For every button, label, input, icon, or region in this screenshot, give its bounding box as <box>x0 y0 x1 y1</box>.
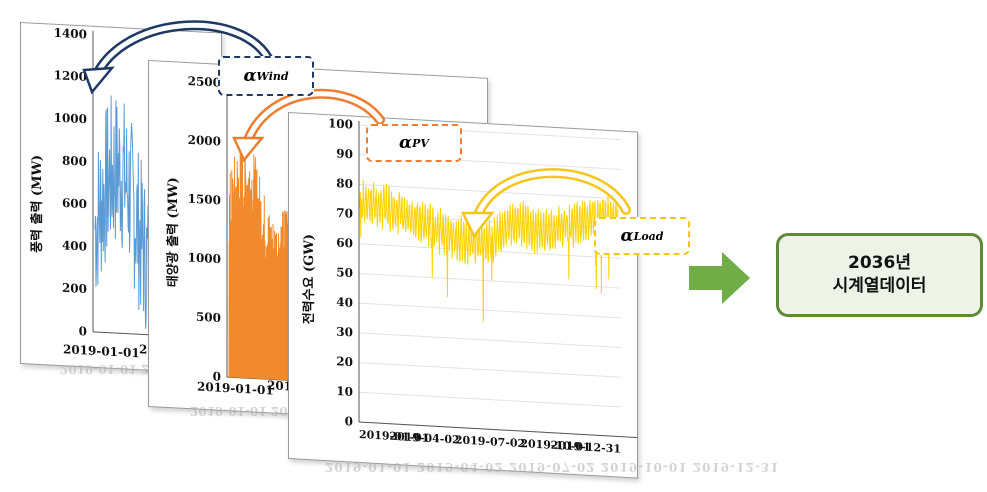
alpha-wind-subscript: Wind <box>256 69 289 83</box>
load-chart-panel: 0 10 20 30 40 50 60 70 80 90 100 전력수요 (GW) 2019-01… <box>288 112 759 479</box>
wind-x-tick-first: 2019-01-01 <box>63 342 140 360</box>
load-x-tick: 2019-01-01 <box>359 428 429 445</box>
load-axis-reflection: 2019-01-01 2019-04-02 2019-07-02 2019-10… <box>325 460 780 474</box>
load-y-tick: 80 <box>336 176 353 191</box>
alpha-wind-symbol: α <box>243 66 257 86</box>
load-y-tick: 50 <box>336 265 353 280</box>
load-chart: 0 10 20 30 40 50 60 70 80 90 100 전력수요 (GW) 2019-01… <box>301 116 759 456</box>
forward-arrow <box>689 252 750 304</box>
pv-y-tick: 1500 <box>188 192 221 208</box>
alpha-load-subscript: Load <box>633 229 664 243</box>
pv-y-axis-label: 태양광 출력 (MW) <box>165 177 181 288</box>
result-box: 2036년 시계열데이터 <box>776 233 983 317</box>
load-x-tick: 2019-12-31 <box>551 439 621 456</box>
load-y-tick: 70 <box>336 206 353 221</box>
wind-y-tick: 1200 <box>54 68 87 84</box>
alpha-pv-symbol: α <box>399 133 413 153</box>
alpha-pv-label: α PV <box>366 124 462 162</box>
pv-x-tick-first: 2019-01-01 <box>197 380 274 398</box>
alpha-load-symbol: α <box>620 226 634 246</box>
pv-y-tick: 1000 <box>188 250 221 266</box>
wind-y-tick: 200 <box>62 281 87 296</box>
load-y-tick: 60 <box>336 236 353 251</box>
load-y-tick: 20 <box>336 354 353 369</box>
load-y-tick: 10 <box>336 384 353 399</box>
wind-y-tick: 800 <box>62 153 87 168</box>
wind-y-tick: 400 <box>62 238 87 253</box>
pv-y-tick: 500 <box>196 310 221 325</box>
wind-y-tick: 0 <box>79 324 87 338</box>
load-y-axis-label: 전력수요 (GW) <box>301 234 317 325</box>
load-series-line <box>359 179 619 322</box>
wind-y-tick: 600 <box>62 196 87 211</box>
load-y-tick: 0 <box>345 414 353 428</box>
load-x-tick: 2019-04-02 <box>389 430 459 447</box>
load-y-tick: 90 <box>336 146 353 161</box>
alpha-pv-subscript: PV <box>412 136 429 150</box>
load-y-tick: 100 <box>328 116 353 131</box>
pv-x-tick-second: 201 <box>267 378 292 393</box>
pv-y-tick: 0 <box>213 369 221 383</box>
pv-y-tick: 2500 <box>188 74 221 90</box>
load-x-tick: 2019-07-02 <box>455 433 525 450</box>
load-y-tick: 40 <box>336 295 353 310</box>
wind-y-tick: 1400 <box>54 26 87 42</box>
pv-series-line <box>228 136 290 381</box>
result-line-year: 2036년 <box>848 253 911 273</box>
alpha-wind-label: α Wind <box>218 56 314 96</box>
result-line-title: 시계열데이터 <box>832 276 927 296</box>
alpha-load-label: α Load <box>594 217 690 255</box>
pv-y-tick: 2000 <box>188 133 221 149</box>
wind-y-tick: 1000 <box>54 111 87 127</box>
load-y-tick: 30 <box>336 325 353 340</box>
wind-y-axis-label: 풍력 출력 (MW) <box>29 154 45 253</box>
load-x-tick: 2019-10-01 <box>520 437 590 454</box>
